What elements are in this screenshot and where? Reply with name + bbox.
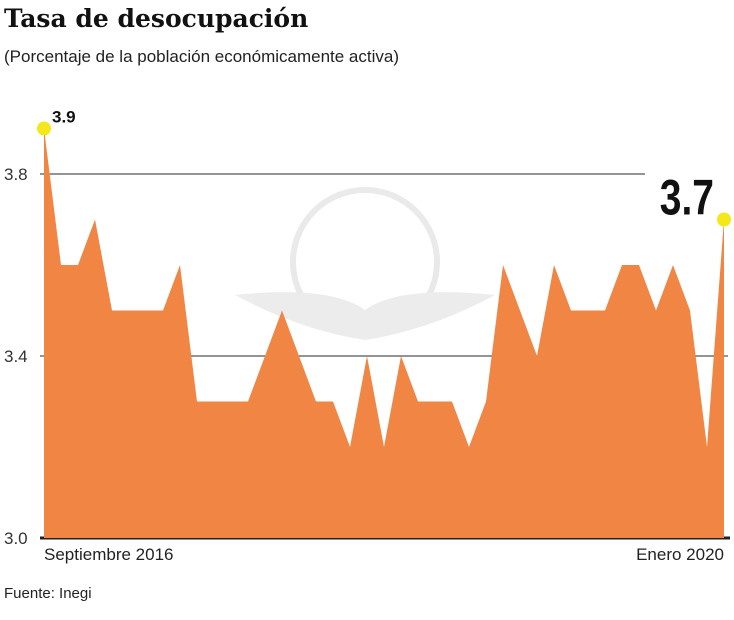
watermark-logo [235,187,495,340]
y-tick-label: 3.4 [4,347,28,366]
data-label: 3.9 [52,108,76,127]
y-tick-label: 3.0 [4,529,28,548]
source-note: Fuente: Inegi [4,585,92,602]
chart-subtitle: (Porcentaje de la población económicamen… [4,47,400,66]
chart-title: Tasa de desocupación [4,4,309,33]
data-label: 3.7 [660,169,714,226]
highlight-point [37,121,51,136]
area-series [44,128,724,538]
y-tick-label: 3.8 [4,165,28,184]
x-tick-label-end: Enero 2020 [636,545,724,564]
highlight-point [717,212,731,227]
x-tick-label-start: Septiembre 2016 [44,545,173,564]
